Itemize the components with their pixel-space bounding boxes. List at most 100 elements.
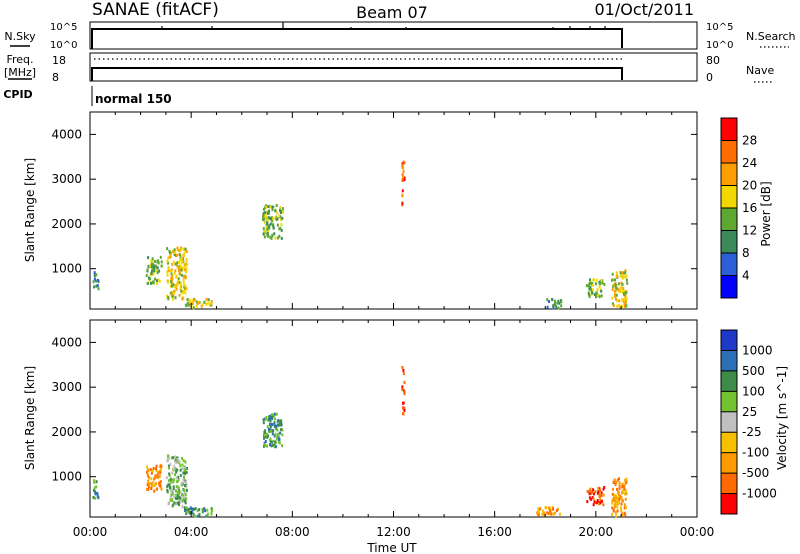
range-gate-point — [167, 269, 170, 273]
range-gate-point — [184, 247, 187, 251]
range-gate-point — [611, 288, 614, 291]
range-gate-point — [167, 261, 169, 265]
range-gate-point — [176, 468, 179, 472]
power-frame — [89, 111, 698, 310]
range-gate-point — [618, 487, 621, 491]
range-gate-point — [275, 204, 278, 207]
range-gate-point — [623, 302, 626, 306]
ytick-label: 1000 — [51, 470, 82, 484]
colorbar-tick-label: 1000 — [742, 343, 773, 357]
range-gate-point — [611, 278, 613, 282]
range-gate-point — [625, 304, 628, 308]
range-gate-point — [183, 466, 186, 470]
range-gate-point — [178, 281, 181, 284]
range-gate-point — [175, 496, 178, 500]
colorbar-swatch — [721, 432, 737, 454]
range-gate-point — [625, 492, 628, 496]
range-gate-point — [169, 251, 171, 254]
range-gate-point — [266, 218, 269, 222]
range-gate-point — [152, 481, 155, 485]
range-gate-point — [592, 497, 595, 501]
freq-unit-label: [MHz] — [4, 66, 36, 79]
range-gate-point — [153, 477, 156, 481]
range-gate-point — [147, 479, 150, 483]
range-gate-point — [403, 178, 406, 182]
range-gate-point — [602, 503, 605, 507]
range-gate-point — [192, 512, 195, 516]
range-gate-point — [612, 508, 615, 512]
range-gate-point — [94, 492, 97, 496]
range-gate-point — [264, 440, 267, 443]
range-gate-point — [550, 512, 553, 516]
range-gate-point — [178, 489, 181, 493]
range-gate-point — [206, 301, 209, 305]
range-gate-point — [281, 207, 284, 211]
range-gate-point — [623, 487, 626, 491]
range-gate-point — [94, 496, 97, 500]
range-gate-point — [187, 508, 190, 511]
range-gate-point — [620, 496, 623, 500]
range-gate-point — [262, 207, 265, 211]
range-gate-point — [94, 490, 97, 494]
range-gate-point — [176, 494, 179, 498]
range-gate-point — [615, 480, 618, 484]
range-gate-point — [93, 277, 96, 281]
colorbar-swatch — [721, 185, 737, 209]
range-gate-point — [263, 229, 266, 233]
range-gate-point — [276, 223, 279, 227]
range-gate-point — [179, 264, 182, 268]
range-gate-point — [612, 496, 615, 500]
range-gate-point — [279, 226, 282, 230]
range-gate-point — [275, 412, 278, 416]
range-gate-point — [174, 296, 177, 300]
range-gate-point — [158, 279, 161, 283]
range-gate-point — [201, 507, 204, 511]
range-gate-point — [587, 490, 590, 494]
range-gate-point — [185, 508, 188, 512]
range-gate-point — [147, 265, 150, 269]
range-gate-point — [266, 230, 269, 234]
colorbar-tick-label: -1000 — [742, 487, 777, 501]
range-gate-point — [613, 503, 616, 507]
range-gate-point — [615, 271, 618, 275]
range-gate-point — [616, 509, 619, 513]
range-gate-point — [621, 489, 624, 493]
range-gate-point — [191, 510, 194, 514]
range-gate-point — [621, 271, 624, 275]
range-gate-point — [172, 297, 174, 301]
date-title: 01/Oct/2011 — [594, 0, 694, 19]
range-gate-point — [599, 282, 602, 286]
range-gate-point — [153, 489, 156, 493]
range-gate-point — [175, 476, 178, 480]
range-gate-point — [625, 505, 627, 509]
range-gate-point — [152, 272, 155, 276]
range-gate-point — [600, 494, 603, 498]
ytick-label: 2000 — [51, 425, 82, 439]
range-gate-point — [180, 285, 183, 289]
range-gate-point — [598, 285, 601, 289]
range-gate-point — [548, 506, 551, 510]
range-gate-point — [276, 428, 279, 432]
range-gate-point — [282, 210, 285, 214]
cpid-text: normal 150 — [95, 92, 172, 106]
colorbar-swatch — [721, 350, 737, 372]
range-gate-point — [169, 255, 172, 259]
range-gate-point — [96, 491, 99, 495]
range-gate-point — [170, 456, 173, 460]
range-gate-point — [402, 166, 405, 170]
xtick-label: 16:00 — [477, 525, 512, 539]
range-gate-point — [620, 281, 623, 285]
range-gate-point — [193, 507, 196, 511]
range-gate-point — [626, 281, 629, 285]
range-gate-point — [619, 274, 622, 278]
range-gate-point — [614, 494, 617, 498]
range-gate-point — [179, 496, 182, 500]
range-gate-point — [156, 266, 159, 270]
range-gate-point — [589, 488, 592, 492]
range-gate-point — [184, 471, 186, 475]
range-gate-point — [620, 285, 623, 289]
range-gate-point — [614, 295, 617, 299]
range-gate-point — [621, 485, 624, 489]
range-gate-point — [623, 483, 626, 487]
range-gate-point — [625, 290, 628, 294]
